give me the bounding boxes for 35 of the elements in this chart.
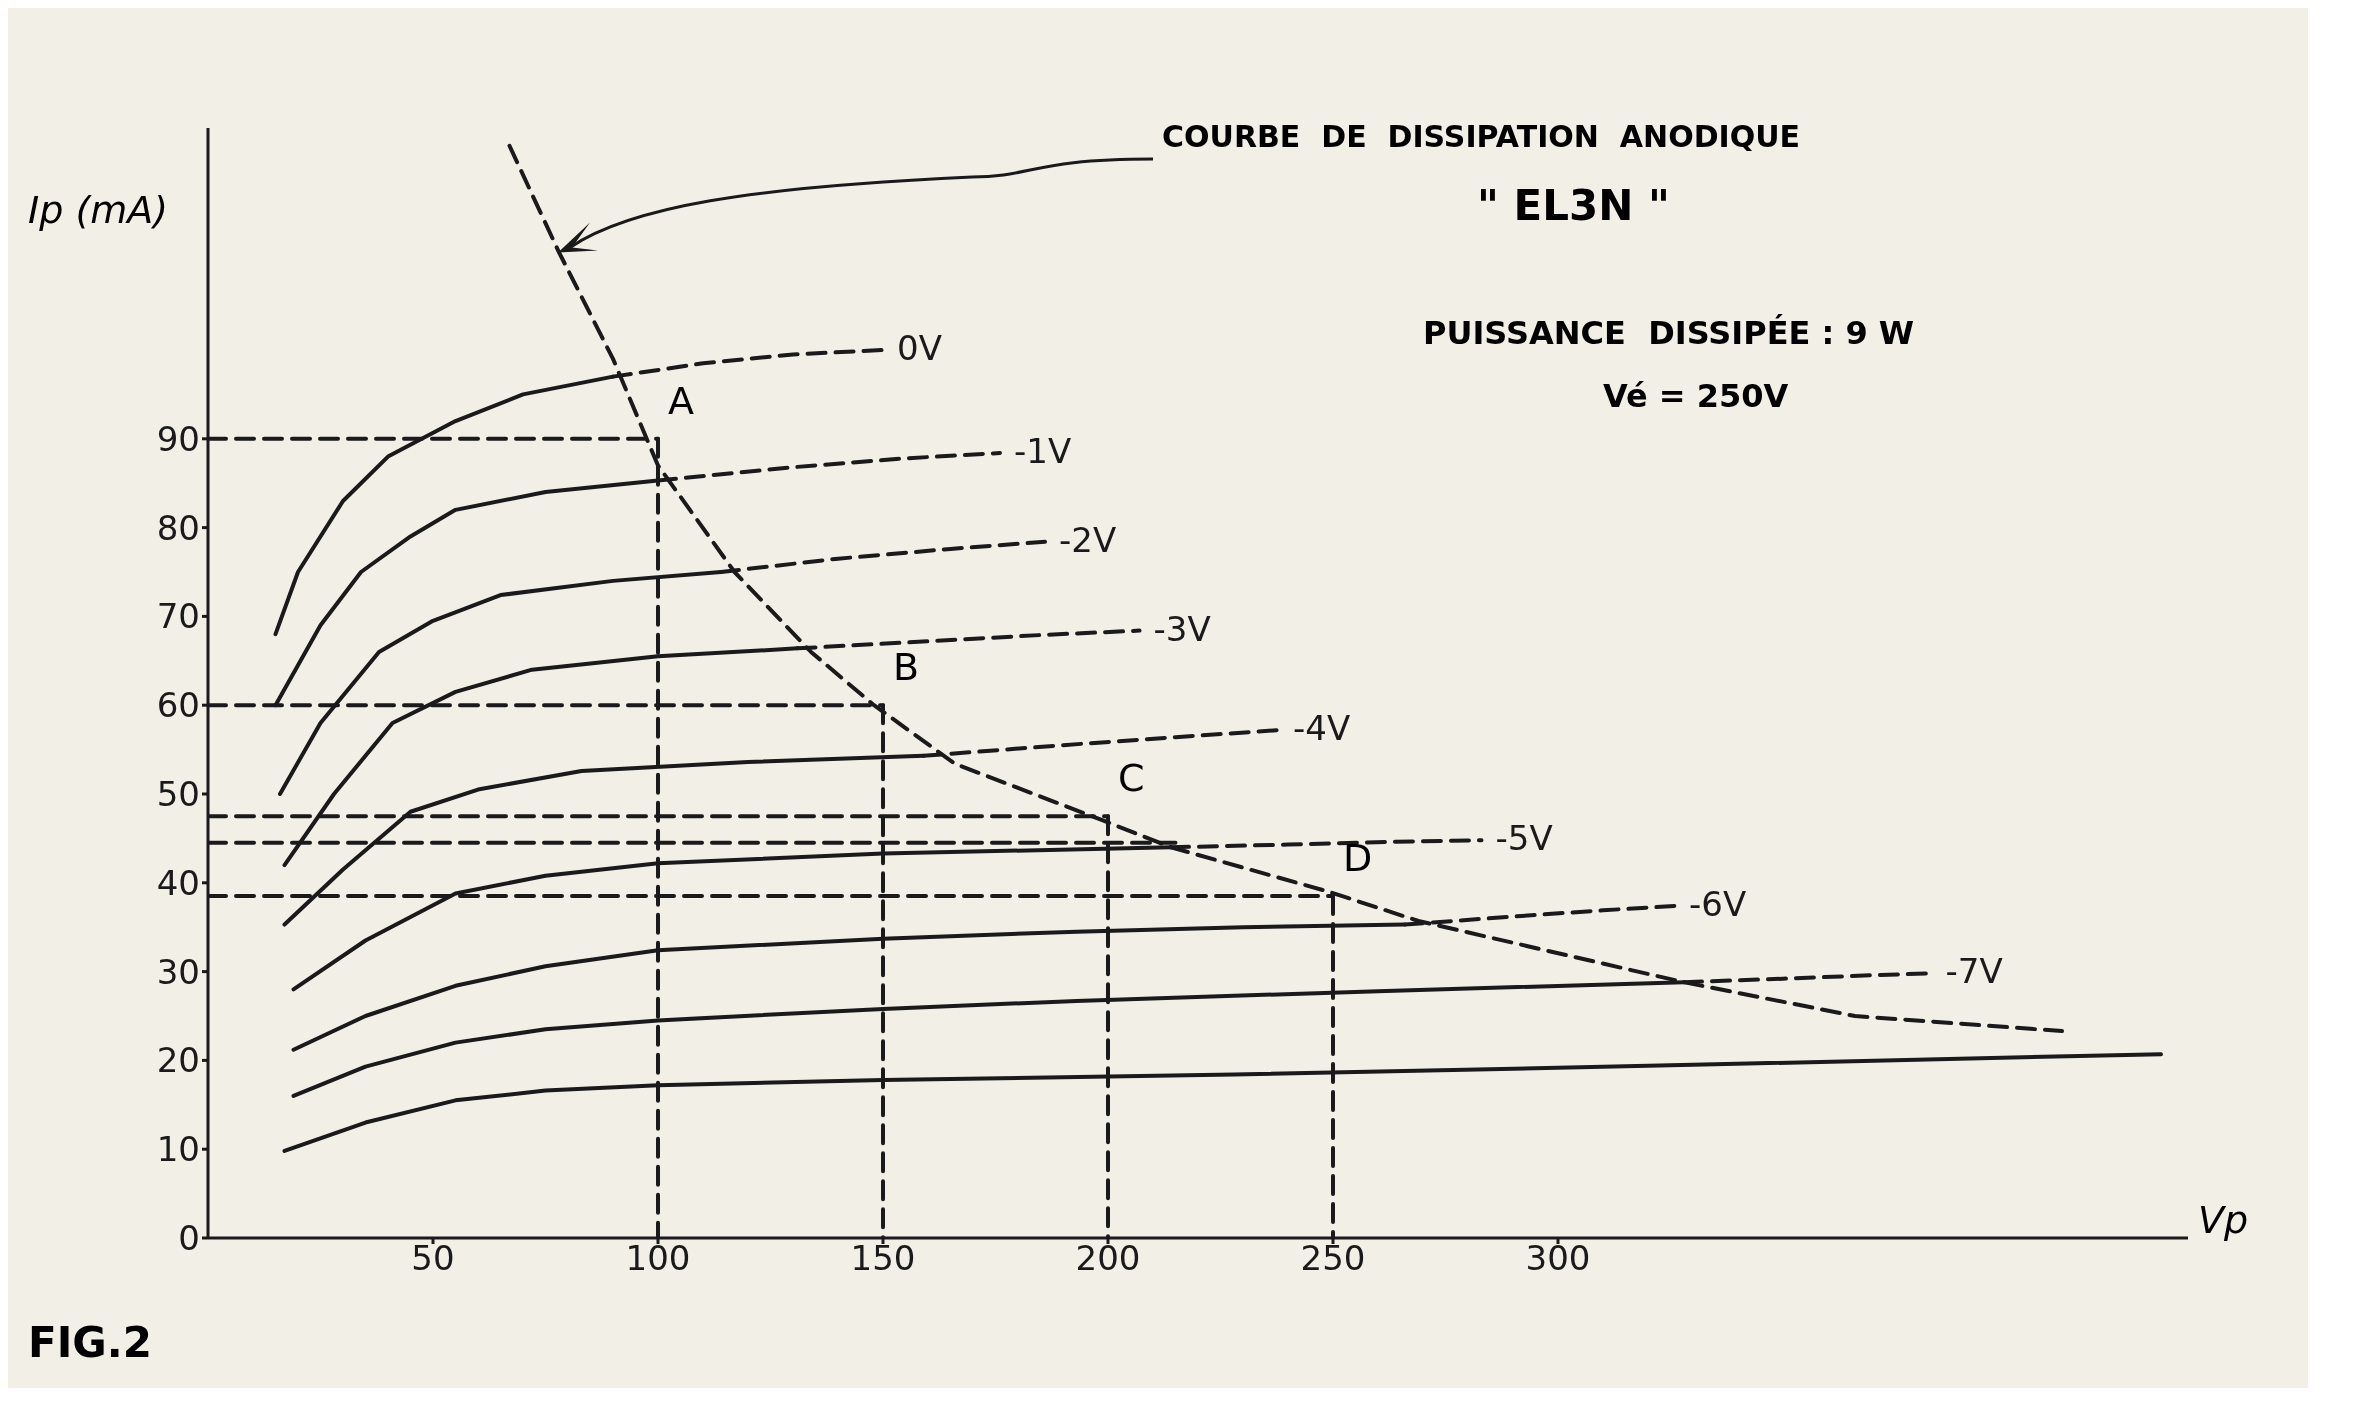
y-tick-label: 80 xyxy=(156,507,200,548)
y-tick-label: 50 xyxy=(156,774,200,815)
x-tick-label: 200 xyxy=(1075,1238,1141,1279)
series-label: -2V xyxy=(1059,519,1117,560)
annotation: COURBE DE DISSIPATION ANODIQUE xyxy=(1162,119,1801,155)
y-tick-label: 70 xyxy=(156,596,200,637)
series-label: -5V xyxy=(1495,818,1553,859)
y-tick-label: 20 xyxy=(156,1040,200,1081)
annotation: " EL3N " xyxy=(1477,181,1670,231)
x-tick-label: 100 xyxy=(625,1238,691,1279)
series-label: -4V xyxy=(1293,708,1351,749)
y-axis-title: Ip (mA) xyxy=(28,188,169,232)
x-tick-label: 50 xyxy=(411,1238,455,1279)
annotation: C xyxy=(1118,756,1145,801)
x-axis-title: Vp xyxy=(2198,1198,2249,1242)
x-tick-label: 150 xyxy=(850,1238,916,1279)
series-label: -7V xyxy=(1945,951,2003,992)
y-tick-label: 60 xyxy=(156,685,200,726)
series-label: -1V xyxy=(1014,431,1072,472)
y-tick-label: 10 xyxy=(156,1129,200,1170)
series-label: 0V xyxy=(897,328,942,368)
annotation: Vé = 250V xyxy=(1603,376,1789,415)
caption: FIG.2 xyxy=(28,1318,152,1367)
series-label: -6V xyxy=(1689,883,1747,924)
series-label: -3V xyxy=(1153,608,1211,649)
y-tick-label: 90 xyxy=(156,418,200,459)
annotation: D xyxy=(1343,836,1373,881)
annotation: PUISSANCE DISSIPÉE : 9 W xyxy=(1423,314,1915,353)
x-tick-label: 250 xyxy=(1300,1238,1366,1279)
y-tick-label: 30 xyxy=(156,951,200,992)
y-tick-label: 40 xyxy=(156,862,200,903)
y-tick-label: 0 xyxy=(178,1218,200,1259)
annotation: B xyxy=(893,645,920,690)
annotation: A xyxy=(668,378,694,423)
x-tick-label: 300 xyxy=(1525,1238,1591,1279)
